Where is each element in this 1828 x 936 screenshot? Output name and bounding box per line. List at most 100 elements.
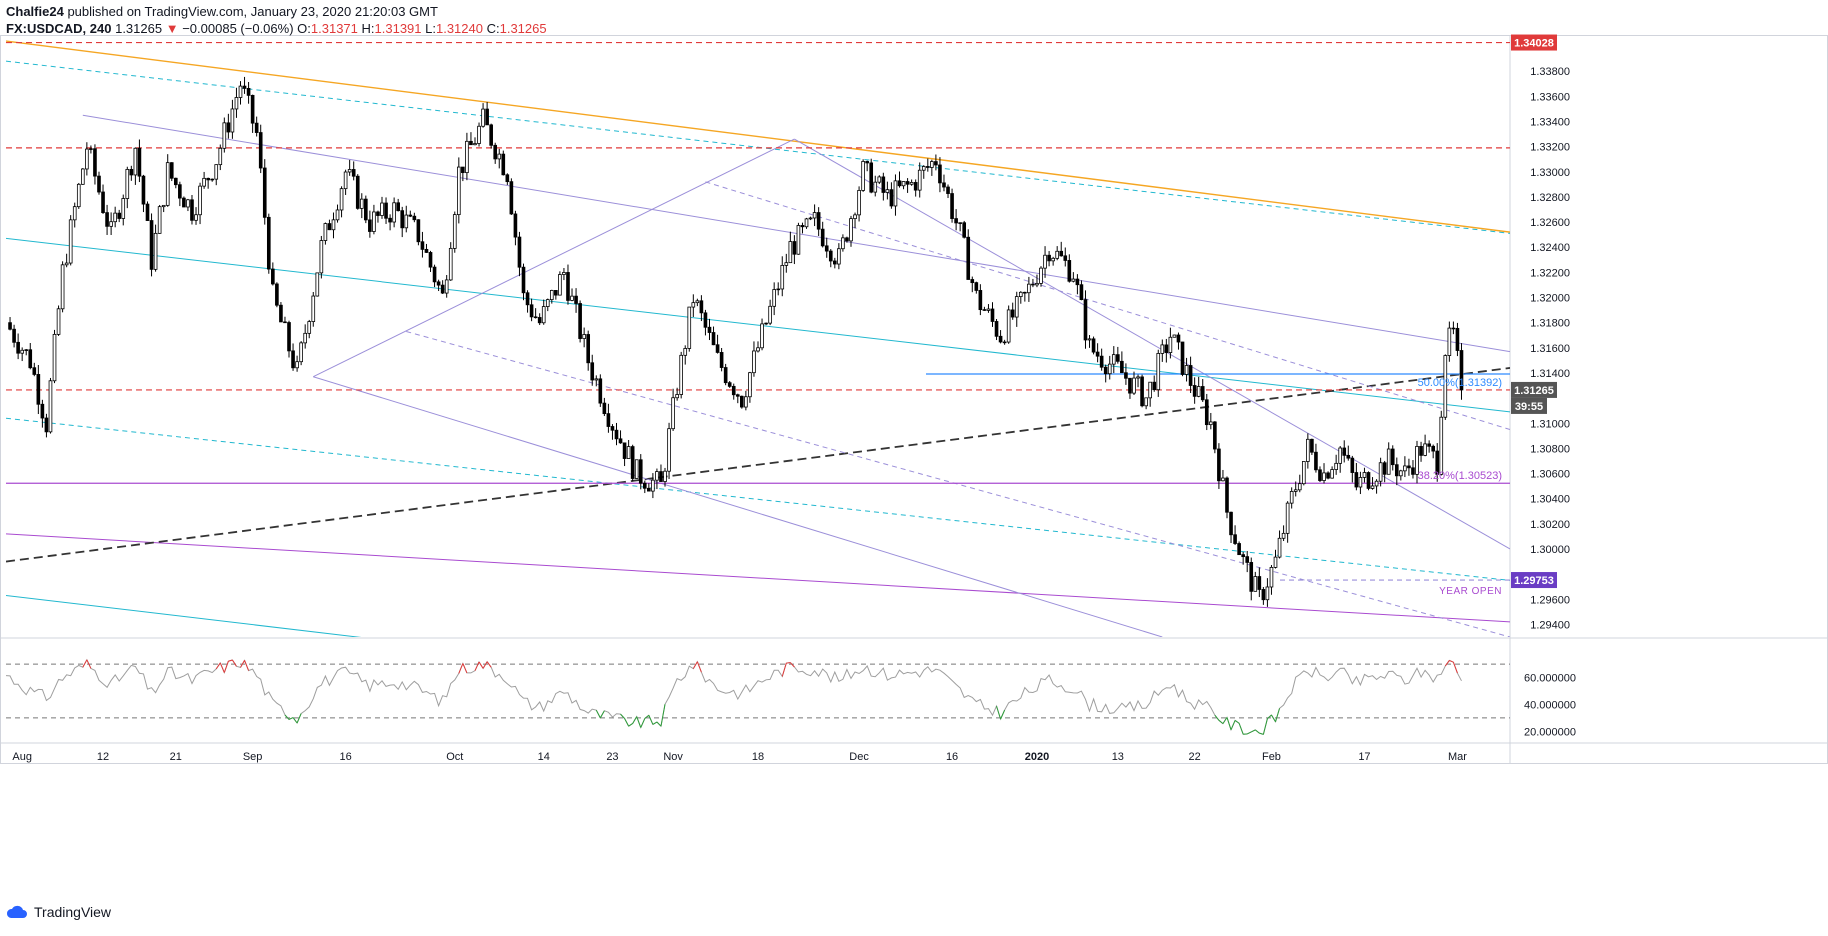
candle	[429, 251, 432, 272]
candle	[894, 174, 897, 215]
candle-body-down	[599, 379, 602, 403]
change-value: −0.00085 (−0.06%)	[182, 21, 293, 36]
candle-body-up	[668, 429, 671, 472]
candle-body-down	[138, 148, 141, 176]
candle	[1270, 565, 1273, 595]
candle	[332, 212, 335, 238]
candle-body-up	[1399, 471, 1402, 476]
candle	[506, 173, 509, 185]
candle-body-down	[284, 322, 287, 323]
candle-body-up	[862, 161, 865, 190]
candle	[247, 82, 250, 104]
candle	[1133, 372, 1136, 395]
candle	[1367, 471, 1370, 490]
price-tick-label: 1.32200	[1530, 267, 1570, 279]
candle	[397, 199, 400, 212]
candle-body-down	[413, 216, 416, 220]
candle-body-down	[898, 181, 901, 186]
candle	[114, 207, 117, 228]
candle-body-down	[575, 296, 578, 303]
osc-oversold-segment	[596, 710, 600, 718]
osc-oversold-segment	[1271, 715, 1275, 722]
candle-body-up	[595, 379, 598, 380]
candle	[1205, 394, 1208, 430]
candle-body-up	[1298, 484, 1301, 490]
candle	[1181, 342, 1184, 376]
candle	[926, 158, 929, 171]
candle-body-up	[1209, 422, 1212, 425]
candle-body-up	[162, 205, 165, 206]
candle	[1173, 335, 1176, 338]
candle	[656, 469, 659, 490]
candle-body-up	[1056, 251, 1059, 258]
candle-body-down	[1100, 356, 1103, 367]
candle	[647, 483, 650, 491]
symbol-legend: FX:USDCAD, 240 1.31265 ▼ −0.00085 (−0.06…	[6, 21, 547, 36]
candle	[239, 81, 242, 104]
candle-body-up	[558, 275, 561, 296]
candle	[1359, 472, 1362, 494]
candle	[259, 125, 262, 173]
candle	[603, 398, 606, 416]
candle	[25, 349, 28, 355]
candle	[1145, 398, 1148, 409]
price-tick-label: 1.30400	[1530, 494, 1570, 506]
candle	[1274, 550, 1277, 569]
candle-body-down	[647, 488, 650, 491]
osc-oversold-segment	[1231, 720, 1235, 729]
candle-body-up	[158, 207, 161, 234]
candle	[1048, 251, 1051, 266]
candle	[166, 154, 169, 207]
candle	[158, 205, 161, 234]
candle-body-up	[1019, 292, 1022, 296]
tradingview-logo[interactable]: TradingView	[6, 904, 111, 920]
candle	[1011, 303, 1014, 320]
candle	[914, 179, 917, 196]
candle-body-down	[1068, 260, 1071, 281]
candle-body-down	[1351, 458, 1354, 472]
candle	[1315, 444, 1318, 473]
candle	[753, 341, 756, 376]
candle	[1234, 525, 1237, 545]
publish-info: Chalfie24 published on TradingView.com, …	[6, 4, 438, 19]
top-level-badge: 1.34028	[1514, 38, 1554, 50]
osc-tick-label: 60.000000	[1524, 673, 1576, 685]
candle-body-down	[906, 182, 909, 185]
candle	[1072, 272, 1075, 282]
candle	[490, 124, 493, 149]
candle-body-down	[397, 203, 400, 211]
candle	[708, 319, 711, 340]
candle-body-down	[368, 220, 371, 232]
candle-body-down	[870, 163, 873, 192]
symbol-label[interactable]: FX:USDCAD, 240	[6, 21, 111, 36]
candle	[138, 139, 141, 182]
candle	[223, 118, 226, 153]
candle-body-down	[1003, 342, 1006, 343]
osc-overbought-segment	[790, 663, 794, 667]
candle	[409, 211, 412, 217]
candle	[486, 102, 489, 125]
candle-body-up	[672, 398, 675, 429]
candle	[1290, 487, 1293, 508]
candle-body-down	[1153, 382, 1156, 389]
candle	[130, 166, 133, 181]
candle	[979, 284, 982, 315]
candle-body-down	[385, 203, 388, 218]
close-value: 1.31265	[500, 21, 547, 36]
author-name[interactable]: Chalfie24	[6, 4, 64, 19]
candle-body-down	[1080, 285, 1083, 300]
candle-body-down	[1141, 377, 1144, 406]
candle	[1335, 455, 1338, 475]
candle	[514, 211, 517, 245]
candle-body-down	[401, 211, 404, 228]
candle-body-up	[922, 166, 925, 170]
candle	[1266, 578, 1269, 607]
price-tick-label: 1.31000	[1530, 418, 1570, 430]
candle-body-up	[1088, 339, 1091, 340]
candle-body-up	[316, 273, 319, 296]
candle	[356, 174, 359, 210]
candle-body-up	[785, 263, 788, 266]
candle	[1408, 459, 1411, 476]
